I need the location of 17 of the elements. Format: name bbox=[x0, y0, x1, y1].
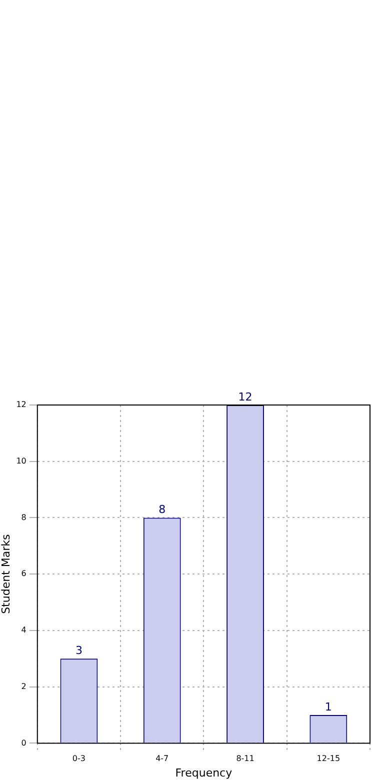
x-tick-label: 8-11 bbox=[236, 754, 254, 764]
y-tick-label: 10 bbox=[16, 456, 26, 466]
x-tick-label: 12-15 bbox=[316, 754, 340, 764]
data-label: 1 bbox=[324, 700, 332, 714]
data-label: 3 bbox=[75, 644, 82, 658]
data-label: 12 bbox=[238, 390, 252, 404]
y-tick-label: 0 bbox=[21, 738, 26, 748]
x-tick-label: 0-3 bbox=[72, 754, 86, 764]
x-axis-title: Frequency bbox=[175, 766, 233, 780]
y-tick-label: 8 bbox=[21, 512, 26, 522]
y-tick-label: 2 bbox=[21, 682, 26, 691]
y-tick-label: 12 bbox=[16, 400, 26, 410]
data-label: 8 bbox=[158, 503, 166, 516]
x-tick-label: 4-7 bbox=[156, 754, 169, 764]
y-tick-label: 6 bbox=[21, 569, 26, 578]
y-axis-title: Student Marks bbox=[0, 534, 12, 614]
y-tick-label: 4 bbox=[21, 626, 26, 635]
